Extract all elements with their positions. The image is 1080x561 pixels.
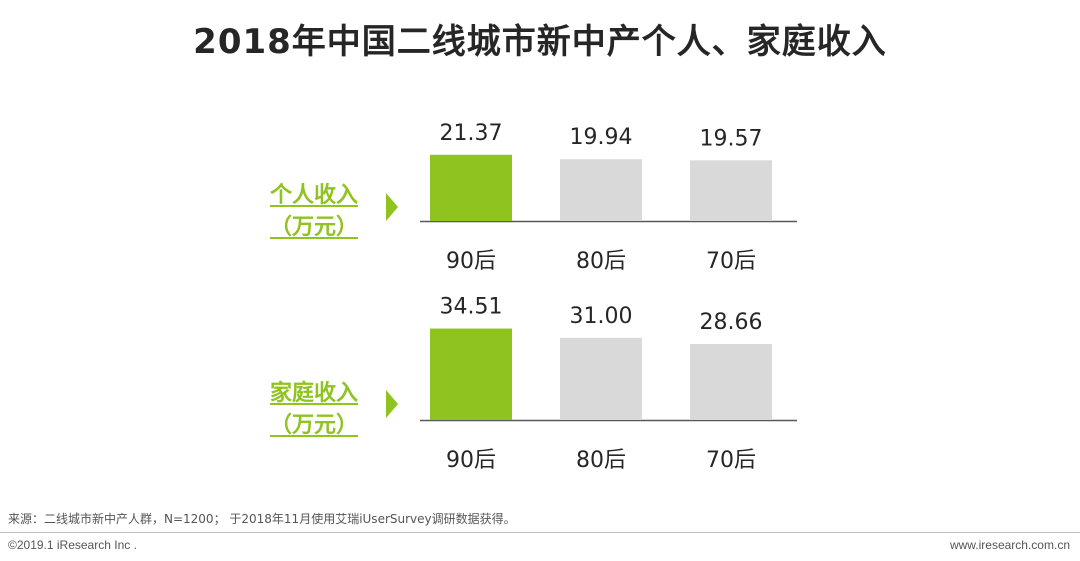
- category-label-household-0: 90后: [446, 448, 496, 473]
- bar-personal-2: [690, 160, 772, 221]
- value-label-personal-0: 21.37: [440, 121, 503, 146]
- series-label-personal: 个人收入 （万元）: [254, 180, 374, 244]
- category-label-personal-1: 80后: [576, 249, 626, 274]
- series-label-personal-line1: 个人收入: [269, 183, 358, 208]
- bar-household-1: [560, 337, 642, 420]
- bar-personal-1: [560, 159, 642, 221]
- category-label-household-2: 70后: [706, 448, 756, 473]
- bar-household-2: [690, 344, 772, 420]
- category-label-personal-2: 70后: [706, 249, 756, 274]
- series-label-household-line1: 家庭收入: [269, 381, 358, 406]
- series-label-personal-line2: （万元）: [269, 215, 358, 240]
- value-label-household-0: 34.51: [440, 295, 503, 320]
- chart-title: 2018年中国二线城市新中产个人、家庭收入: [193, 22, 887, 62]
- bar-personal-0: [430, 154, 512, 221]
- copyright: ©2019.1 iResearch Inc .: [8, 538, 137, 552]
- series-label-household-line2: （万元）: [269, 413, 358, 438]
- series-arrow-household-icon: [386, 390, 398, 418]
- value-label-household-2: 28.66: [700, 310, 763, 335]
- value-label-personal-1: 19.94: [570, 125, 633, 150]
- footer-divider: [0, 532, 1080, 533]
- series-arrow-personal-icon: [386, 193, 398, 221]
- source-note: 来源：二线城市新中产人群，N=1200； 于2018年11月使用艾瑞iUserS…: [8, 512, 516, 526]
- category-label-personal-0: 90后: [446, 249, 496, 274]
- value-label-household-1: 31.00: [570, 304, 633, 329]
- series-label-household: 家庭收入 （万元）: [254, 378, 374, 442]
- bar-household-0: [430, 328, 512, 420]
- value-label-personal-2: 19.57: [700, 126, 763, 151]
- website: www.iresearch.com.cn: [949, 538, 1070, 552]
- category-label-household-1: 80后: [576, 448, 626, 473]
